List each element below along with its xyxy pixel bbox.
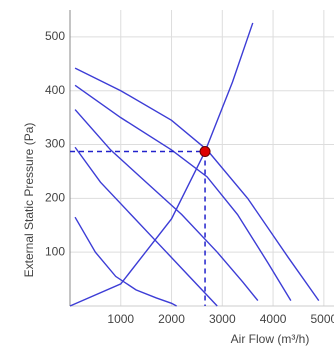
x-axis-label: Air Flow (m³/h) (231, 332, 310, 346)
fan-curve (74, 216, 177, 307)
y-tick-label: 300 (45, 137, 65, 151)
operating-point (199, 146, 211, 158)
x-tick-label: 1000 (107, 312, 134, 326)
fan-curve (74, 67, 320, 302)
x-tick-label: 4000 (260, 312, 287, 326)
x-tick-label: 5000 (310, 312, 334, 326)
fan-curve (74, 146, 218, 307)
x-tick-label: 2000 (158, 312, 185, 326)
x-tick-label: 3000 (209, 312, 236, 326)
fan-curve (74, 109, 259, 302)
fan-curve (69, 22, 254, 307)
y-tick-label: 500 (45, 29, 65, 43)
y-tick-label: 200 (45, 191, 65, 205)
y-tick-label: 400 (45, 83, 65, 97)
y-tick-label: 100 (45, 244, 65, 258)
y-axis-label: External Static Pressure (Pa) (22, 123, 36, 278)
fan-curve (74, 84, 292, 301)
